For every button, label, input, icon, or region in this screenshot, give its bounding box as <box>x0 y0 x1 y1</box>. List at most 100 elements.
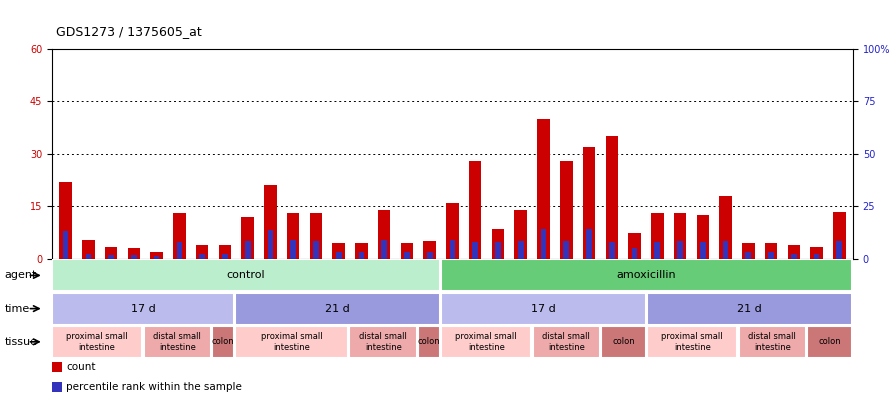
Bar <box>401 243 413 259</box>
Bar <box>742 243 754 259</box>
Bar <box>807 326 852 358</box>
Bar <box>131 255 137 259</box>
Bar <box>674 213 686 259</box>
Text: 17 d: 17 d <box>531 304 556 313</box>
Text: agent: agent <box>4 271 37 280</box>
Bar <box>745 252 751 259</box>
Bar <box>108 255 114 259</box>
Bar <box>647 326 737 358</box>
Bar <box>199 254 205 259</box>
Text: proximal small
intestine: proximal small intestine <box>661 332 723 352</box>
Bar <box>151 252 163 259</box>
Bar <box>582 147 595 259</box>
Bar <box>52 260 440 291</box>
Text: tissue: tissue <box>4 337 38 347</box>
Bar <box>837 241 842 259</box>
Bar <box>518 241 523 259</box>
Bar <box>196 245 209 259</box>
Bar <box>358 252 365 259</box>
Text: distal small
intestine: distal small intestine <box>359 332 407 352</box>
Bar <box>52 326 142 358</box>
Bar <box>59 182 72 259</box>
Text: GDS1273 / 1375605_at: GDS1273 / 1375605_at <box>56 26 202 38</box>
Bar <box>723 241 728 259</box>
Bar <box>235 293 440 324</box>
Bar <box>495 242 501 259</box>
Bar <box>105 247 117 259</box>
Bar <box>52 293 234 324</box>
Text: 21 d: 21 d <box>737 304 762 313</box>
Bar <box>52 382 62 392</box>
Bar <box>833 211 846 259</box>
Bar <box>765 243 778 259</box>
Bar <box>426 252 433 259</box>
Text: proximal small
intestine: proximal small intestine <box>261 332 323 352</box>
Bar <box>514 210 527 259</box>
Bar <box>738 326 806 358</box>
Bar <box>677 241 683 259</box>
Bar <box>564 241 569 259</box>
Text: colon: colon <box>211 337 235 346</box>
Bar <box>287 213 299 259</box>
Bar <box>810 247 823 259</box>
Bar <box>654 242 660 259</box>
Bar <box>222 254 228 259</box>
Bar <box>378 210 391 259</box>
Text: amoxicillin: amoxicillin <box>616 271 676 280</box>
Bar <box>628 232 641 259</box>
Bar <box>177 242 182 259</box>
Bar <box>143 326 211 358</box>
Bar <box>540 229 547 259</box>
Bar <box>788 245 800 259</box>
Bar <box>355 243 367 259</box>
Text: proximal small
intestine: proximal small intestine <box>66 332 128 352</box>
Bar <box>241 217 254 259</box>
Bar <box>768 252 774 259</box>
Bar <box>450 240 455 259</box>
Text: colon: colon <box>818 337 840 346</box>
Text: 21 d: 21 d <box>325 304 349 313</box>
Bar <box>814 254 820 259</box>
Bar <box>632 248 637 259</box>
Bar <box>651 213 664 259</box>
Bar <box>441 260 852 291</box>
Bar <box>235 326 349 358</box>
Bar <box>609 242 615 259</box>
Bar <box>245 241 251 259</box>
Bar <box>63 232 68 259</box>
Bar <box>382 240 387 259</box>
Bar <box>601 326 646 358</box>
Bar <box>791 254 797 259</box>
Text: distal small
intestine: distal small intestine <box>542 332 590 352</box>
Text: distal small
intestine: distal small intestine <box>153 332 202 352</box>
Bar <box>52 362 62 372</box>
Bar <box>290 240 296 259</box>
Text: time: time <box>4 304 30 313</box>
Bar <box>532 326 600 358</box>
Bar <box>310 213 323 259</box>
Bar <box>441 326 531 358</box>
Bar <box>85 254 91 259</box>
Bar <box>82 239 95 259</box>
Bar <box>719 196 732 259</box>
Bar <box>586 229 592 259</box>
Bar <box>173 213 185 259</box>
Bar <box>404 252 409 259</box>
Bar <box>492 229 504 259</box>
Text: proximal small
intestine: proximal small intestine <box>455 332 517 352</box>
Bar <box>446 203 459 259</box>
Text: control: control <box>227 271 265 280</box>
Bar <box>212 326 234 358</box>
Bar <box>264 185 277 259</box>
Text: colon: colon <box>612 337 635 346</box>
Bar <box>336 252 341 259</box>
Bar <box>332 243 345 259</box>
Text: colon: colon <box>418 337 440 346</box>
Bar <box>469 161 481 259</box>
Bar <box>441 293 646 324</box>
Bar <box>418 326 440 358</box>
Bar <box>560 161 573 259</box>
Bar <box>538 119 550 259</box>
Bar <box>472 242 478 259</box>
Bar <box>424 241 436 259</box>
